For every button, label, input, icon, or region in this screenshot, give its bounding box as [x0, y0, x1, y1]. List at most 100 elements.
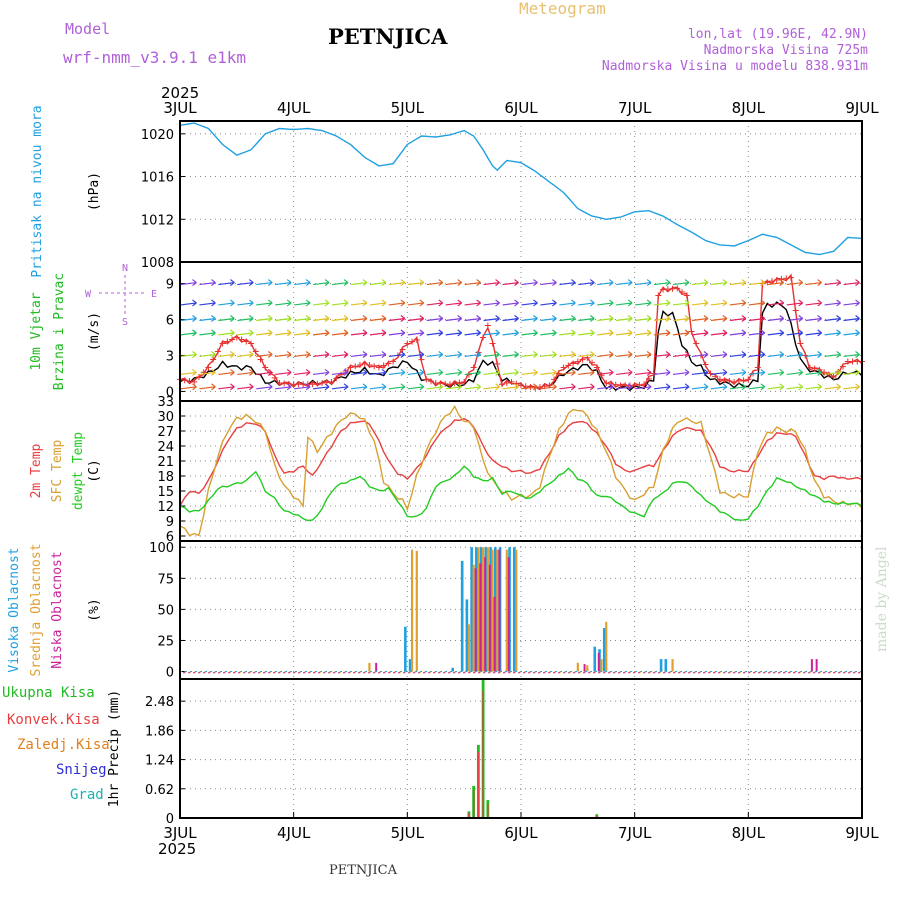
conv_precip-bar [477, 752, 480, 818]
wind-arrow [616, 329, 633, 337]
high_cloud-bar [659, 659, 663, 672]
wind-arrow [521, 315, 538, 322]
gust-marker [636, 381, 643, 388]
mid_cloud-bar [515, 549, 518, 672]
gust-marker [683, 292, 690, 299]
low_cloud-bar [507, 557, 510, 672]
wind-arrow [597, 368, 614, 376]
compass-w: W [85, 289, 92, 300]
cloud-side-label: Srednja Oblacnost [29, 543, 44, 676]
gust-marker [745, 376, 752, 383]
wind-arrow [180, 315, 197, 322]
wind-arrow [331, 279, 349, 287]
wind-arrow [786, 368, 804, 376]
wind-unit-label: (m/s) [87, 312, 102, 351]
wind-arrow [635, 383, 652, 391]
gust-marker [470, 364, 477, 371]
wind-arrow [559, 315, 576, 322]
wind-arrow [369, 315, 387, 322]
wind-arrow [331, 383, 349, 391]
temperature-side-label: SFC Temp [50, 440, 65, 503]
gust-marker [688, 328, 695, 335]
compass-s: S [122, 317, 128, 328]
wind-arrow [294, 368, 311, 376]
wind-arrow [578, 329, 595, 337]
wind-arrow [824, 279, 841, 287]
wind-arrow [218, 279, 235, 287]
wind-arrow [331, 368, 349, 376]
wind-arrow [388, 350, 406, 358]
mid_cloud-bar [605, 621, 608, 672]
wind-arrow [521, 279, 538, 287]
precip-legend-item: Konvek.Kisa [7, 712, 100, 728]
gust-marker [607, 380, 614, 387]
wind-arrow [805, 350, 822, 358]
gust-marker [802, 352, 809, 359]
wind-arrow [275, 350, 292, 358]
temperature-ytick-label: 6 [166, 530, 174, 545]
wind-arrow [388, 383, 406, 391]
wind-arrow [237, 315, 254, 322]
wind-arrow [502, 368, 519, 376]
low_cloud-bar [484, 557, 487, 672]
wind-arrow [786, 350, 804, 358]
wind-arrow [540, 279, 557, 287]
wind-arrow [388, 279, 406, 287]
wind-arrow [331, 329, 349, 337]
wind-arrow [654, 350, 671, 358]
gust-marker [309, 381, 316, 388]
wind-arrow [654, 315, 671, 322]
wind-arrow [748, 315, 766, 322]
wind-arrow [464, 299, 481, 307]
wind-arrow [313, 299, 330, 307]
gust-marker [399, 346, 406, 353]
wind-arrow [578, 368, 595, 376]
mid_cloud-bar [477, 547, 480, 672]
wind-arrow [521, 350, 538, 358]
model-label: Model [65, 20, 110, 38]
year-bottom-label: 2025 [158, 840, 196, 858]
gust-marker [229, 336, 236, 343]
product-title: Meteogram [519, 0, 606, 18]
temperature-ytick-label: 27 [157, 425, 174, 440]
wind-arrow [483, 329, 500, 337]
wind-arrow [502, 383, 519, 391]
wind-arrow [407, 279, 425, 287]
wind-arrow [824, 329, 841, 337]
wind-arrow [729, 315, 747, 322]
wind-arrow [691, 299, 709, 307]
wind-arrow [237, 329, 254, 337]
wind-arrow [767, 383, 785, 391]
wind-arrow [691, 315, 709, 322]
altitude-label: Nadmorska Visina 725m [704, 43, 869, 58]
wind-arrow [502, 350, 519, 358]
wind-arrow [805, 299, 822, 307]
high_cloud-bar [408, 659, 412, 672]
x-tick-label-bottom: 9JUL [845, 824, 879, 842]
temperature-ytick-label: 15 [157, 485, 174, 500]
wind-arrow [767, 329, 785, 337]
wind-arrow [521, 299, 538, 307]
wind-arrow [180, 368, 197, 376]
wind-arrow [691, 329, 709, 337]
wind-arrow [313, 329, 330, 337]
credit-watermark: made by Angel [874, 546, 890, 652]
temperature-ytick-label: 33 [157, 395, 174, 410]
gust-marker [390, 358, 397, 365]
wind-arrow [464, 350, 481, 358]
wind-arrow [540, 350, 557, 358]
cloud-unit-label: (%) [87, 598, 102, 621]
gust-marker [811, 365, 818, 372]
wind-arrow [407, 315, 425, 322]
conv_precip-bar [472, 789, 475, 818]
wind-arrow [237, 279, 254, 287]
wind-arrow [294, 383, 311, 391]
precip-ytick-label: 0 [166, 812, 174, 827]
sfc_temp-line [179, 404, 863, 537]
precip-legend-item: Grad [70, 787, 104, 803]
gust-marker [252, 348, 259, 355]
wind-arrow [199, 383, 216, 391]
wind-arrow [180, 299, 197, 307]
precip-legend-item: Ukupna Kisa [2, 685, 95, 701]
wind-arrow [256, 350, 273, 358]
